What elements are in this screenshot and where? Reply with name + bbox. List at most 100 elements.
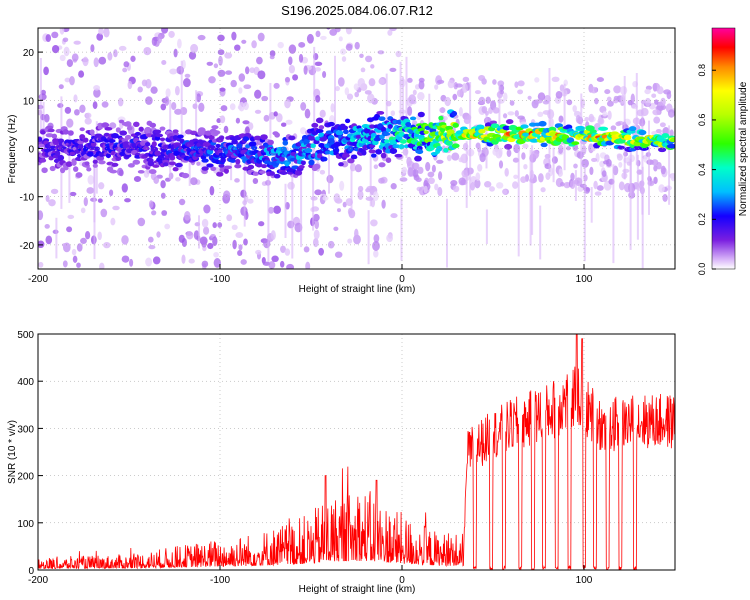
heatmap-cell (383, 132, 391, 136)
heatmap-cell (86, 151, 94, 157)
heatmap-cell (335, 130, 344, 136)
heatmap-cell (39, 158, 47, 163)
heatmap-cell (261, 95, 269, 102)
heatmap-cell (507, 111, 515, 116)
heatmap-cell (279, 156, 285, 162)
heatmap-cell (475, 172, 481, 182)
heatmap-cell (311, 122, 319, 128)
heatmap-cell (112, 205, 120, 211)
heatmap-cell (479, 153, 486, 163)
heatmap-cell (425, 161, 431, 172)
heatmap-cell (469, 182, 476, 191)
heatmap-cell (288, 56, 293, 66)
heatmap-cell (245, 144, 251, 149)
heatmap-cell (217, 34, 225, 42)
heatmap-cell (354, 164, 362, 173)
heatmap-cell (306, 33, 314, 44)
heatmap-cell (66, 59, 74, 68)
heatmap-cell (336, 208, 342, 213)
heatmap-cell (492, 148, 499, 156)
heatmap-cell (160, 103, 167, 111)
heatmap-cell (127, 163, 135, 168)
heatmap-cell (65, 161, 73, 167)
heatmap-cell (213, 251, 219, 258)
heatmap-cell (670, 173, 675, 182)
heatmap-cell (111, 132, 119, 139)
heatmap-cell (385, 73, 388, 148)
heatmap-cell (111, 162, 119, 167)
heatmap-cell (658, 184, 665, 193)
x-tick-label: 100 (576, 575, 593, 586)
heatmap-cell (196, 93, 202, 103)
heatmap-cell (606, 159, 612, 167)
heatmap-cell (226, 214, 233, 222)
heatmap-cell (119, 130, 128, 136)
heatmap-cell (377, 123, 384, 129)
heatmap-cell (71, 53, 79, 62)
heatmap-cell (247, 164, 255, 170)
heatmap-cell (253, 135, 262, 141)
heatmap-cell (504, 167, 509, 177)
heatmap-cell (376, 110, 385, 115)
heatmap-cell (368, 78, 376, 87)
heatmap-cell (415, 177, 422, 183)
heatmap-cell (330, 103, 335, 113)
heatmap-cell (242, 120, 250, 125)
heatmap-cell (270, 230, 276, 241)
heatmap-cell (354, 91, 360, 98)
heatmap-cell (659, 122, 666, 128)
heatmap-cell (39, 58, 42, 132)
heatmap-cell (38, 210, 44, 221)
heatmap-cell (555, 91, 563, 99)
heatmap-cell (612, 164, 615, 264)
heatmap-cell (113, 49, 118, 58)
heatmap-cell (86, 187, 95, 194)
heatmap-cell (84, 161, 90, 166)
heatmap-cell (99, 262, 105, 269)
heatmap-cell (513, 174, 519, 179)
heatmap-cell (190, 43, 199, 54)
heatmap-cell (452, 93, 458, 101)
heatmap-cell (78, 70, 85, 78)
heatmap-cell (40, 130, 46, 135)
heatmap-cell (127, 80, 133, 90)
heatmap-cell (49, 165, 56, 172)
heatmap-cell (188, 147, 191, 186)
heatmap-cell (52, 138, 60, 144)
heatmap-cell (141, 79, 148, 87)
heatmap-cell (150, 86, 158, 94)
heatmap-cell (82, 137, 89, 143)
heatmap-cell (520, 176, 527, 183)
heatmap-cell (669, 137, 675, 143)
heatmap-cell (407, 106, 413, 116)
heatmap-cell (148, 169, 157, 175)
heatmap-cell (452, 185, 460, 193)
heatmap-cell (644, 97, 651, 107)
heatmap-cell (220, 105, 228, 112)
heatmap-cell (514, 110, 519, 117)
heatmap-cell (280, 122, 287, 127)
heatmap-cell (390, 213, 398, 219)
heatmap-cell (328, 143, 330, 194)
heatmap-cell (241, 39, 247, 44)
heatmap-cell (118, 119, 125, 124)
heatmap-cell (345, 43, 353, 51)
heatmap-cell (181, 172, 190, 179)
heatmap-cell (512, 157, 520, 163)
heatmap-cell (121, 183, 128, 193)
heatmap-cell (443, 147, 449, 153)
heatmap-cell (212, 130, 221, 135)
heatmap-cell (137, 217, 146, 227)
heatmap-cell (360, 67, 366, 73)
heatmap-cell (436, 159, 444, 164)
heatmap-cell (66, 226, 73, 233)
heatmap-cell (217, 69, 226, 77)
heatmap-cell (337, 77, 345, 87)
heatmap-cell (401, 166, 408, 174)
heatmap-cell (452, 122, 459, 128)
heatmap-cell (69, 76, 75, 86)
heatmap-cell (522, 143, 529, 149)
heatmap-cell (178, 234, 185, 243)
heatmap-cell (505, 119, 514, 125)
heatmap-cell (407, 77, 413, 83)
